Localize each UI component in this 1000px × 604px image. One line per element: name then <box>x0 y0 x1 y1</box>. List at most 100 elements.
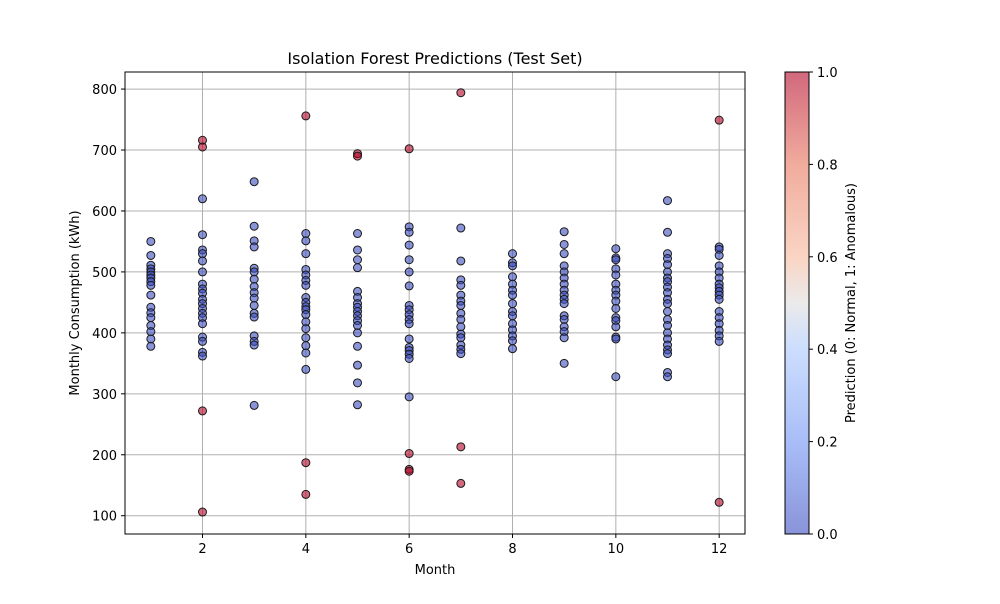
normal-point <box>663 372 672 382</box>
normal-point <box>508 311 517 321</box>
normal-point <box>559 249 569 259</box>
normal-point <box>404 281 414 291</box>
normal-point <box>404 255 414 265</box>
y-tick-label: 400 <box>92 327 117 342</box>
normal-point <box>456 333 466 343</box>
anomalous-point <box>353 151 362 161</box>
normal-point <box>508 299 517 309</box>
normal-point <box>663 321 672 331</box>
normal-point <box>508 290 517 300</box>
normal-point <box>508 344 517 354</box>
y-axis-ticks: 100 200 300 400 500 600 700 800 <box>92 83 125 525</box>
normal-point <box>146 327 156 337</box>
normal-point <box>198 256 207 266</box>
x-axis-ticks: 2 4 6 8 10 12 <box>198 534 727 557</box>
normal-point <box>559 333 569 343</box>
normal-point <box>404 392 414 402</box>
normal-point <box>249 242 259 252</box>
normal-point <box>353 255 362 265</box>
colorbar-tick-label: 0.0 <box>817 528 838 543</box>
y-tick-label: 600 <box>92 205 117 220</box>
y-axis-label: Monthly Consumption (kWh) <box>68 210 83 395</box>
normal-point <box>663 260 672 270</box>
normal-point <box>301 310 311 320</box>
anomalous-point <box>714 497 724 507</box>
normal-point <box>301 324 311 334</box>
normal-point <box>198 351 207 361</box>
y-tick-label: 100 <box>92 510 117 525</box>
x-tick-label: 4 <box>302 542 310 557</box>
normal-point <box>353 245 362 255</box>
normal-point <box>508 249 517 259</box>
normal-point <box>249 267 259 277</box>
normal-point <box>663 307 672 317</box>
colorbar-tick-label: 0.8 <box>817 158 838 173</box>
y-tick-label: 500 <box>92 266 117 281</box>
x-tick-label: 10 <box>608 542 625 557</box>
anomalous-point <box>198 507 207 517</box>
colorbar: 0.0 0.2 0.4 0.6 0.8 1.0 Prediction (0: Normal… <box>784 66 859 543</box>
x-tick-label: 6 <box>405 542 413 557</box>
normal-point <box>611 244 621 254</box>
normal-point <box>301 348 311 358</box>
normal-point <box>508 336 517 346</box>
normal-point <box>198 230 207 240</box>
normal-point <box>404 240 414 250</box>
normal-point <box>559 358 569 368</box>
normal-point <box>404 319 414 329</box>
normal-point <box>249 274 259 284</box>
normal-point <box>456 256 466 266</box>
normal-point <box>146 236 156 246</box>
normal-point <box>456 280 466 290</box>
normal-point <box>456 322 466 332</box>
normal-point <box>249 340 259 350</box>
normal-point <box>714 336 724 346</box>
normal-point <box>353 263 362 273</box>
anomalous-point <box>301 111 311 121</box>
normal-point <box>301 280 311 290</box>
normal-point <box>353 400 362 410</box>
colorbar-label: Prediction (0: Normal, 1: Anomalous) <box>844 183 859 423</box>
normal-point <box>146 250 156 260</box>
normal-point <box>301 236 311 246</box>
normal-point <box>559 314 569 324</box>
normal-point <box>404 267 414 277</box>
normal-point <box>249 177 259 187</box>
normal-point <box>663 299 672 309</box>
anomalous-point <box>456 478 466 488</box>
x-tick-label: 12 <box>711 542 728 557</box>
normal-point <box>404 334 414 344</box>
normal-point <box>611 270 621 280</box>
anomalous-point <box>404 466 414 476</box>
normal-point <box>353 378 362 388</box>
data-points <box>146 88 724 517</box>
y-tick-label: 700 <box>92 144 117 159</box>
normal-point <box>611 372 621 382</box>
normal-point <box>301 249 311 259</box>
normal-point <box>146 290 156 300</box>
normal-point <box>611 322 621 332</box>
normal-point <box>249 221 259 231</box>
y-tick-label: 800 <box>92 83 117 98</box>
anomalous-point <box>714 115 724 125</box>
normal-point <box>508 261 517 271</box>
colorbar-tick-label: 0.4 <box>817 343 838 358</box>
y-tick-label: 300 <box>92 388 117 403</box>
normal-point <box>353 321 362 331</box>
anomalous-point <box>198 142 207 152</box>
normal-point <box>353 328 362 338</box>
x-tick-label: 2 <box>198 542 206 557</box>
normal-point <box>404 353 414 363</box>
anomalous-point <box>456 88 466 98</box>
normal-point <box>146 313 156 323</box>
colorbar-gradient <box>785 72 809 534</box>
normal-point <box>249 300 259 310</box>
colorbar-tick-label: 0.6 <box>817 251 838 266</box>
normal-point <box>301 364 311 374</box>
normal-point <box>456 300 466 310</box>
normal-point <box>353 360 362 370</box>
colorbar-tick-label: 1.0 <box>817 66 838 81</box>
normal-point <box>301 229 311 239</box>
normal-point <box>456 349 466 359</box>
